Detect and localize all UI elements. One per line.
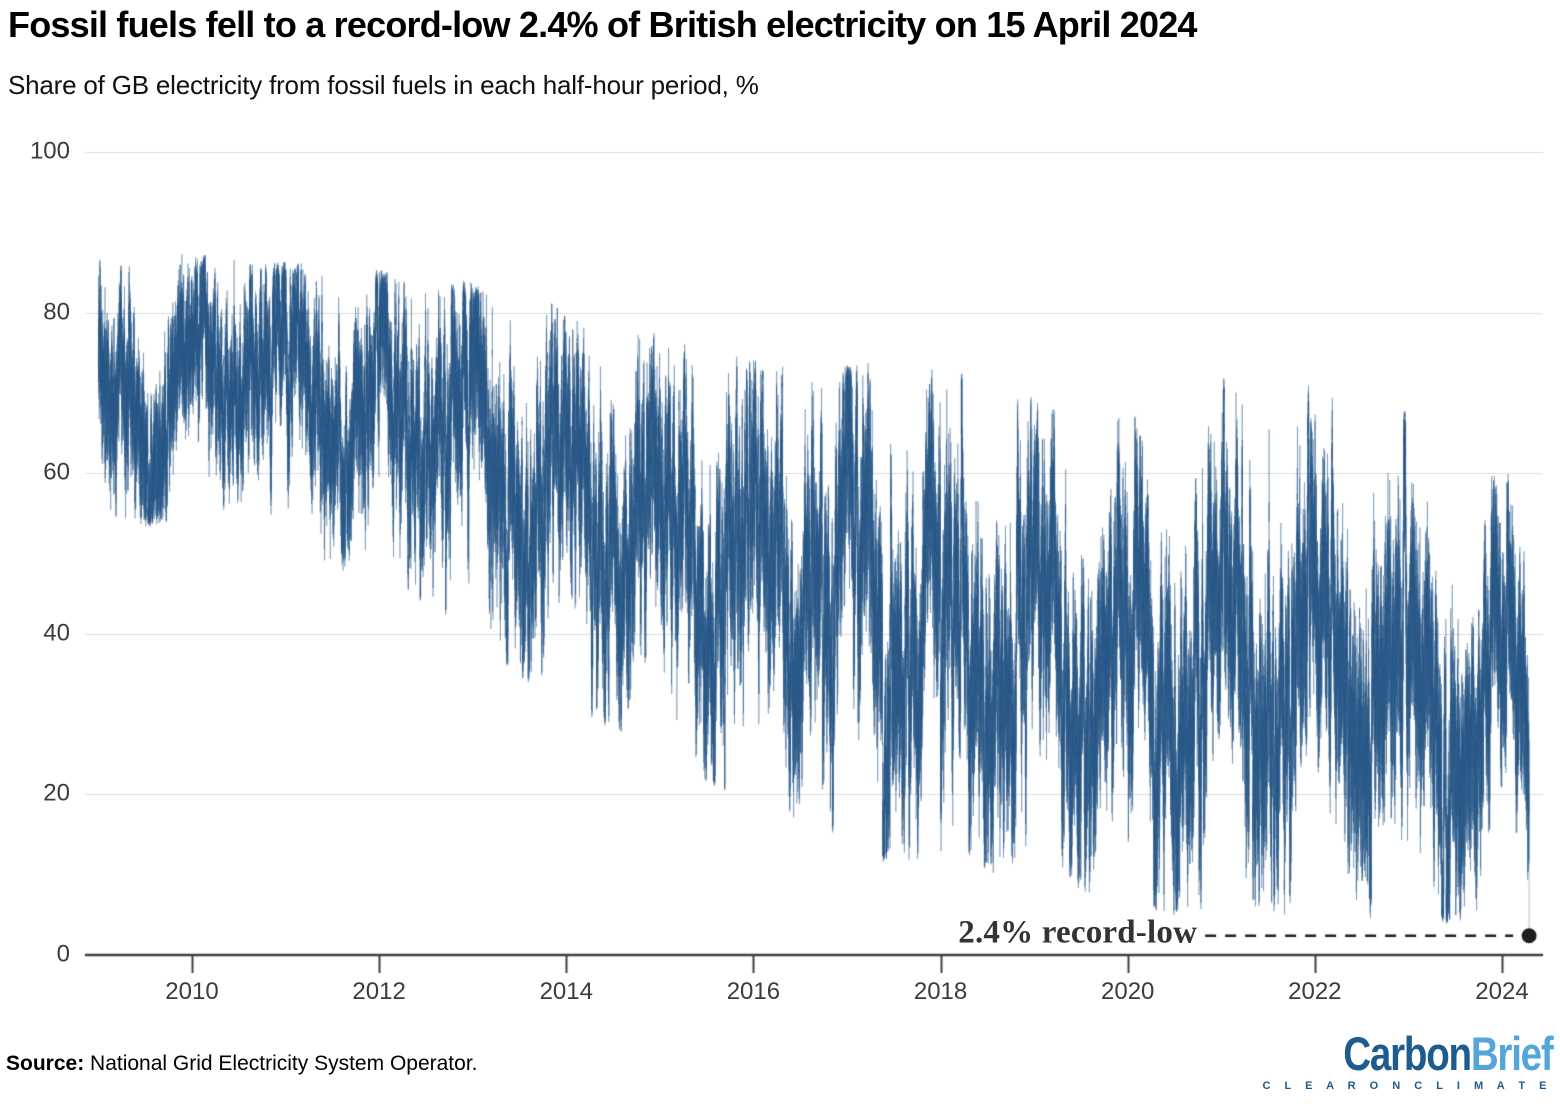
y-tick-label: 40 <box>43 619 70 647</box>
record-low-annotation: 2.4% record-low <box>958 914 1198 951</box>
source-note: Source: National Grid Electricity System… <box>6 1052 478 1076</box>
y-tick-label: 80 <box>43 298 70 326</box>
y-tick-label: 0 <box>56 940 70 968</box>
carbonbrief-logo: CarbonBrief C L E A R O N C L I M A T E <box>1262 1027 1554 1092</box>
x-tick-label: 2012 <box>352 978 406 1005</box>
y-tick-label: 100 <box>29 137 70 165</box>
logo-tagline: C L E A R O N C L I M A T E <box>1262 1080 1552 1092</box>
y-tick-label: 60 <box>43 458 70 486</box>
carbonbrief-wordmark: CarbonBrief <box>1315 1027 1553 1080</box>
logo-carbon-text: Carbon <box>1342 1027 1472 1080</box>
x-tick-label: 2022 <box>1288 978 1342 1005</box>
x-tick-label: 2020 <box>1100 978 1155 1005</box>
source-label: Source: <box>6 1052 85 1075</box>
source-text: National Grid Electricity System Operato… <box>84 1052 478 1075</box>
x-tick-label: 2024 <box>1475 978 1529 1005</box>
x-tick-label: 2010 <box>165 978 219 1005</box>
y-tick-label: 20 <box>43 779 70 807</box>
x-tick-label: 2014 <box>539 978 593 1005</box>
logo-brief-text: Brief <box>1470 1027 1553 1080</box>
x-tick-label: 2018 <box>913 978 968 1005</box>
x-tick-label: 2016 <box>726 978 781 1005</box>
